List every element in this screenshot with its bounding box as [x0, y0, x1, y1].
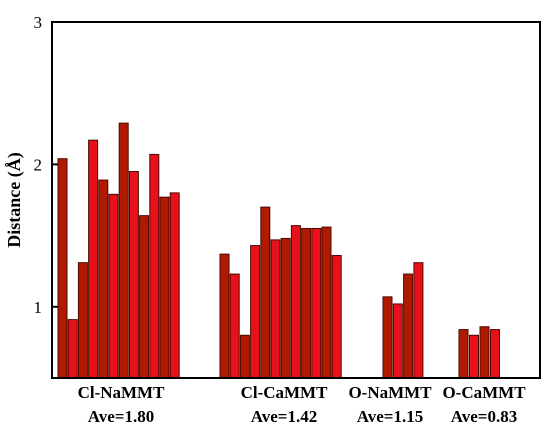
- bar: [229, 273, 240, 379]
- group-label: O-NaMMT: [348, 383, 432, 402]
- bar: [239, 334, 250, 379]
- bar: [280, 237, 291, 379]
- group-label: Cl-CaMMT: [241, 383, 329, 402]
- y-tick-label: 1: [34, 298, 43, 317]
- bar: [159, 196, 170, 379]
- bar: [479, 326, 490, 379]
- y-tick-label: 2: [34, 155, 43, 174]
- bar: [321, 226, 332, 379]
- bar: [128, 171, 139, 379]
- bar: [469, 334, 479, 379]
- bar: [392, 303, 403, 379]
- bar: [458, 329, 469, 379]
- bar: [108, 193, 119, 379]
- bar: [270, 239, 281, 379]
- bar: [403, 273, 414, 379]
- bar: [290, 225, 301, 379]
- bar: [98, 179, 109, 379]
- average-label: Ave=0.83: [451, 407, 518, 426]
- bar: [57, 158, 68, 379]
- axes-layer: 1 2 3: [34, 13, 541, 379]
- average-label: Ave=1.15: [357, 407, 424, 426]
- bar: [77, 262, 88, 379]
- bar: [169, 192, 180, 379]
- bar: [490, 329, 500, 379]
- bar: [311, 227, 322, 379]
- group-label: O-CaMMT: [442, 383, 526, 402]
- average-label: Ave=1.80: [88, 407, 155, 426]
- bar: [149, 153, 160, 379]
- bar: [301, 227, 312, 379]
- bar: [67, 319, 78, 379]
- bar: [219, 253, 230, 379]
- bar: [413, 262, 424, 379]
- bars-layer: [57, 122, 500, 379]
- bar: [250, 245, 261, 379]
- bar: [331, 255, 342, 379]
- y-tick-label: 3: [34, 13, 43, 32]
- y-axis-title: Distance (Å): [4, 152, 25, 247]
- group-label: Cl-NaMMT: [78, 383, 166, 402]
- bar: [382, 296, 393, 379]
- bar: [118, 122, 129, 379]
- bar: [260, 206, 271, 379]
- average-label: Ave=1.42: [251, 407, 318, 426]
- bar: [88, 139, 99, 379]
- bar: [139, 215, 150, 379]
- plot-frame: [51, 21, 541, 379]
- labels-layer: Cl-NaMMT Ave=1.80 Cl-CaMMT Ave=1.42 O-NaMMT A…: [78, 383, 527, 426]
